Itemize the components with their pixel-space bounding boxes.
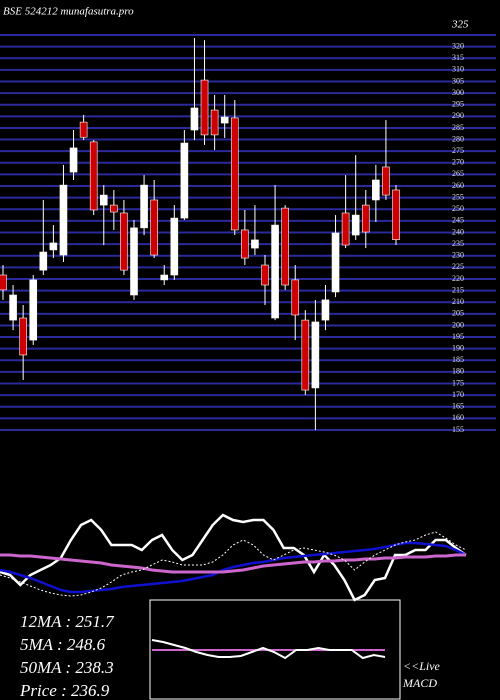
y-tick-label: 305	[452, 76, 464, 85]
candle-body	[69, 147, 78, 173]
candle-body	[241, 229, 249, 259]
y-tick-label: 235	[452, 239, 464, 248]
candle-body	[361, 204, 370, 233]
candle-body	[39, 251, 48, 271]
candle-body	[29, 279, 38, 341]
ma-label: 12MA : 251.7	[20, 612, 115, 631]
y-tick-label: 320	[452, 41, 464, 50]
y-tick-label: 300	[452, 88, 464, 97]
y-tick-label: 260	[452, 181, 464, 190]
macd-label: <<Live	[403, 659, 441, 673]
y-tick-label: 225	[452, 262, 464, 271]
candle-body	[341, 212, 350, 246]
candle-body	[281, 207, 289, 286]
series-line	[151, 639, 386, 660]
candle-body	[140, 184, 148, 229]
candle-body	[230, 117, 239, 231]
y-tick-label: 245	[452, 216, 464, 225]
y-tick-label: 170	[452, 390, 464, 399]
y-tick-label: 205	[452, 309, 464, 318]
candle-body	[0, 274, 7, 291]
candle-body	[59, 184, 68, 256]
candle-body	[130, 227, 138, 296]
candle-body	[89, 141, 98, 211]
y-tick-label: 185	[452, 355, 464, 364]
y-tick-label: 275	[452, 146, 464, 155]
y-tick-label: 290	[452, 111, 464, 120]
y-tick-label: 280	[452, 134, 464, 143]
y-tick-label: 180	[452, 367, 464, 376]
candle-body	[110, 204, 118, 213]
y-tick-label: 295	[452, 100, 464, 109]
y-tick-label: 315	[452, 53, 464, 62]
candle-body	[372, 179, 380, 201]
candle-body	[291, 279, 300, 316]
candle-body	[351, 214, 360, 236]
candle-body	[382, 166, 390, 196]
candle-body	[210, 109, 219, 136]
chart-title: BSE 524212 munafasutra.pro	[3, 6, 134, 18]
candle-body	[331, 232, 340, 293]
candle-body	[49, 242, 58, 251]
candle-body	[200, 79, 209, 136]
candle-body	[120, 212, 128, 271]
candle-body	[79, 121, 88, 138]
y-tick-label: 210	[452, 297, 464, 306]
series-line	[0, 553, 466, 574]
y-tick-label: 165	[452, 402, 464, 411]
candle-body	[99, 194, 108, 206]
candle-body	[392, 189, 400, 241]
candle-body	[150, 199, 158, 256]
y-tick-label: 190	[452, 344, 464, 353]
candle-body	[271, 224, 279, 319]
y-tick-label: 220	[452, 274, 464, 283]
ma-label: 50MA : 238.3	[20, 658, 114, 677]
ma-label: 5MA : 248.6	[20, 635, 106, 654]
series-line	[0, 541, 467, 594]
y-tick-label: 175	[452, 378, 464, 387]
candle-body	[301, 319, 310, 391]
y-tick-label: 200	[452, 320, 464, 329]
candle-body	[261, 264, 269, 286]
y-tick-label: 240	[452, 227, 464, 236]
y-tick-label: 160	[452, 413, 464, 422]
candle-body	[19, 317, 27, 356]
y-tick-label: 195	[452, 332, 464, 341]
candle-body	[160, 274, 169, 281]
ma-label: Price : 236.9	[19, 681, 110, 700]
y-tick-label: 215	[452, 285, 464, 294]
candle-body	[190, 107, 199, 131]
y-tick-label: 285	[452, 123, 464, 132]
y-tick-label: 250	[452, 204, 464, 213]
series-line	[0, 531, 467, 597]
y-tick-label: 325	[451, 19, 469, 31]
y-tick-label: 270	[452, 158, 464, 167]
candle-body	[220, 116, 229, 124]
candle-body	[251, 239, 259, 249]
candle-body	[180, 142, 189, 219]
y-tick-label: 230	[452, 251, 464, 260]
candle-body	[311, 321, 320, 389]
series-line	[0, 513, 467, 602]
candle-body	[321, 299, 330, 321]
macd-label: MACD	[402, 676, 437, 690]
candle-body	[170, 217, 179, 276]
candle-body	[9, 294, 17, 321]
y-tick-label: 265	[452, 169, 464, 178]
y-tick-label: 310	[452, 65, 464, 74]
y-tick-label: 255	[452, 192, 464, 201]
y-tick-label: 155	[452, 425, 464, 434]
macd-frame	[149, 599, 401, 700]
